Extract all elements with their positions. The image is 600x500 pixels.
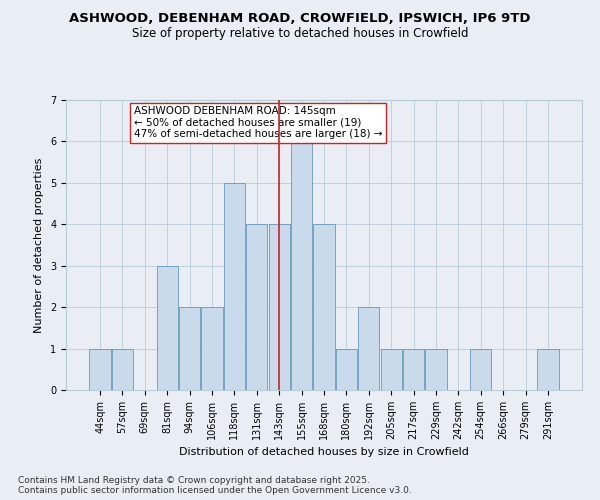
Bar [537,348,559,390]
Bar [157,266,178,390]
Bar [358,307,379,390]
Text: Contains HM Land Registry data © Crown copyright and database right 2025.
Contai: Contains HM Land Registry data © Crown c… [18,476,412,495]
Bar [313,224,335,390]
Bar [403,348,424,390]
Bar [112,348,133,390]
Bar [425,348,446,390]
Text: ASHWOOD DEBENHAM ROAD: 145sqm
← 50% of detached houses are smaller (19)
47% of s: ASHWOOD DEBENHAM ROAD: 145sqm ← 50% of d… [134,106,382,140]
X-axis label: Distribution of detached houses by size in Crowfield: Distribution of detached houses by size … [179,448,469,458]
Bar [202,307,223,390]
Y-axis label: Number of detached properties: Number of detached properties [34,158,44,332]
Bar [291,142,312,390]
Text: ASHWOOD, DEBENHAM ROAD, CROWFIELD, IPSWICH, IP6 9TD: ASHWOOD, DEBENHAM ROAD, CROWFIELD, IPSWI… [69,12,531,26]
Text: Size of property relative to detached houses in Crowfield: Size of property relative to detached ho… [132,28,468,40]
Bar [89,348,111,390]
Bar [336,348,357,390]
Bar [380,348,402,390]
Bar [269,224,290,390]
Bar [224,183,245,390]
Bar [470,348,491,390]
Bar [179,307,200,390]
Bar [246,224,268,390]
